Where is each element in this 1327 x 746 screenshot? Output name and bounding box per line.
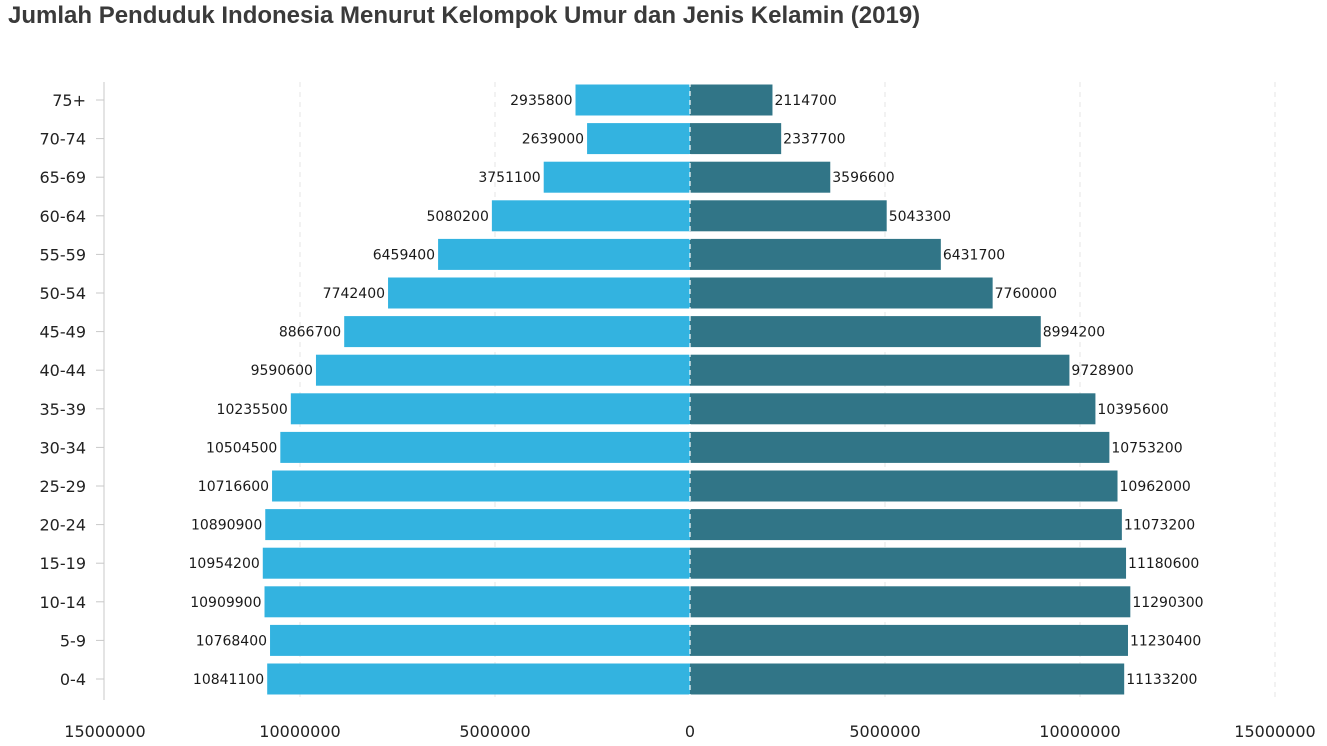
bar-right <box>690 123 782 155</box>
category-label: 0-4 <box>60 670 86 689</box>
data-label-left: 3751100 <box>478 170 540 186</box>
bar-left <box>388 277 690 309</box>
category-label: 30-34 <box>40 438 87 457</box>
x-tick-label: 5000000 <box>459 722 530 741</box>
bar-right <box>690 547 1127 579</box>
bar-right <box>690 277 993 309</box>
bar-left <box>344 316 690 348</box>
data-label-left: 2639000 <box>522 132 584 148</box>
category-label: 60-64 <box>40 207 87 226</box>
category-label: 40-44 <box>40 361 87 380</box>
axes: 15000000 10000000 5000000 0 5000000 10000000 1… <box>40 82 1316 741</box>
bar-right <box>690 663 1125 695</box>
x-tick-label: 0 <box>685 722 695 741</box>
data-label-left: 8866700 <box>279 325 341 341</box>
bar-right <box>690 316 1041 348</box>
data-label-left: 6459400 <box>373 247 435 263</box>
category-label: 15-19 <box>40 554 87 573</box>
category-label: 35-39 <box>40 400 87 419</box>
data-label-right: 11180600 <box>1128 556 1199 572</box>
category-label: 65-69 <box>40 168 87 187</box>
data-label-left: 9590600 <box>251 363 313 379</box>
bar-left <box>272 470 690 502</box>
category-label: 75+ <box>52 91 86 110</box>
bar-left <box>264 586 690 618</box>
bar-right <box>690 586 1131 618</box>
category-label: 25-29 <box>40 477 87 496</box>
bar-left <box>575 84 690 116</box>
data-label-right: 2337700 <box>783 132 845 148</box>
data-label-left: 10716600 <box>198 479 269 495</box>
x-tick-label: 10000000 <box>1039 722 1120 741</box>
category-label: 50-54 <box>40 284 87 303</box>
category-label: 5-9 <box>60 631 86 650</box>
category-label: 45-49 <box>40 323 87 342</box>
bar-left <box>290 393 690 425</box>
bar-right <box>690 200 887 232</box>
data-label-right: 5043300 <box>889 209 951 225</box>
bar-left <box>438 238 690 270</box>
data-label-left: 2935800 <box>510 93 572 109</box>
data-label-left: 7742400 <box>323 286 385 302</box>
x-tick-label: 10000000 <box>259 722 340 741</box>
bar-left <box>265 509 690 541</box>
category-label: 10-14 <box>40 593 87 612</box>
data-label-right: 10962000 <box>1120 479 1191 495</box>
data-label-right: 11230400 <box>1130 633 1201 649</box>
bar-right <box>690 509 1122 541</box>
x-tick-label: 15000000 <box>64 722 145 741</box>
bar-right <box>690 161 831 193</box>
bar-left <box>543 161 690 193</box>
data-label-left: 10841100 <box>193 672 264 688</box>
data-label-left: 10504500 <box>206 440 277 456</box>
data-label-left: 5080200 <box>427 209 489 225</box>
value-labels: 2935800 2114700 2639000 2337700 3751100 35966… <box>189 93 1204 688</box>
bar-left <box>270 624 690 656</box>
bar-right <box>690 238 941 270</box>
bar-right <box>690 84 773 116</box>
data-label-left: 10235500 <box>217 402 288 418</box>
bar-right <box>690 624 1128 656</box>
category-label: 55-59 <box>40 245 87 264</box>
data-label-right: 10753200 <box>1111 440 1182 456</box>
data-label-left: 10768400 <box>196 633 267 649</box>
data-label-right: 10395600 <box>1097 402 1168 418</box>
bar-left <box>280 431 690 463</box>
x-tick-label: 5000000 <box>849 722 920 741</box>
bar-left <box>491 200 690 232</box>
bar-left <box>267 663 690 695</box>
x-tick-label: 15000000 <box>1234 722 1315 741</box>
bar-right <box>690 470 1118 502</box>
data-label-right: 11073200 <box>1124 518 1195 534</box>
bar-left <box>587 123 690 155</box>
category-label: 20-24 <box>40 516 87 535</box>
data-label-right: 11290300 <box>1132 595 1203 611</box>
chart-title: Jumlah Penduduk Indonesia Menurut Kelomp… <box>8 2 921 29</box>
data-label-right: 7760000 <box>995 286 1057 302</box>
bar-left <box>315 354 690 386</box>
data-label-right: 9728900 <box>1071 363 1133 379</box>
data-label-right: 11133200 <box>1126 672 1197 688</box>
data-label-right: 8994200 <box>1043 325 1105 341</box>
bar-right <box>690 354 1070 386</box>
bar-right <box>690 393 1096 425</box>
bar-right <box>690 431 1110 463</box>
data-label-left: 10909900 <box>190 595 261 611</box>
bars <box>262 84 1131 695</box>
category-label: 70-74 <box>40 130 87 149</box>
data-label-left: 10890900 <box>191 518 262 534</box>
bar-left <box>262 547 690 579</box>
data-label-right: 2114700 <box>774 93 836 109</box>
data-label-right: 3596600 <box>832 170 894 186</box>
data-label-left: 10954200 <box>189 556 260 572</box>
data-label-right: 6431700 <box>943 247 1005 263</box>
